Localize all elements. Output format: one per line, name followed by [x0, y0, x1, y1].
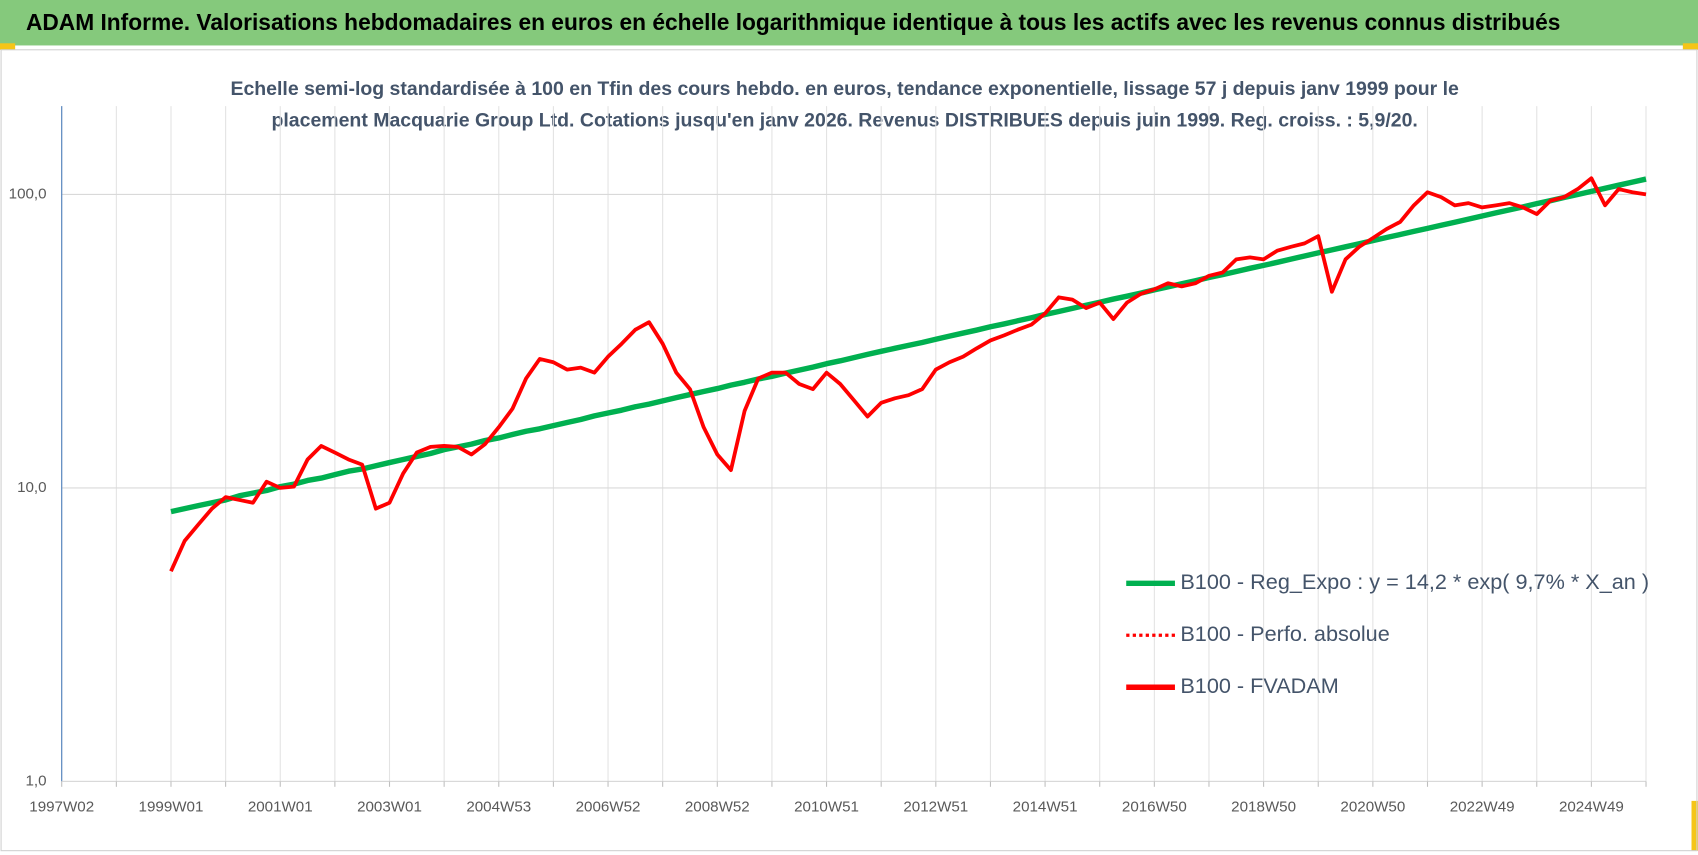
x-tick-label: 2014W51	[1013, 798, 1078, 815]
x-tick-label: 2022W49	[1450, 798, 1515, 815]
x-tick-label: 2012W51	[903, 798, 968, 815]
page-title: ADAM Informe. Valorisations hebdomadaire…	[26, 9, 1560, 35]
corner	[0, 43, 16, 50]
corner	[1682, 43, 1698, 50]
x-tick-label: 1999W01	[139, 798, 204, 815]
chart-subtitle: placement Macquarie Group Ltd. Cotations…	[271, 109, 1417, 131]
legend-label: B100 - Perfo. absolue	[1180, 621, 1389, 646]
x-tick-label: 1997W02	[29, 798, 94, 815]
x-tick-label: 2003W01	[357, 798, 422, 815]
x-tick-label: 2018W50	[1231, 798, 1296, 815]
chart-frame	[0, 49, 1698, 852]
x-tick-label: 2016W50	[1122, 798, 1187, 815]
legend-label: B100 - Reg_Expo : y = 14,2 * exp( 9,7% *…	[1180, 569, 1649, 594]
y-tick-label: 10,0	[17, 479, 46, 496]
x-tick-label: 2024W49	[1559, 798, 1624, 815]
y-tick-label: 1,0	[25, 772, 46, 789]
title-bar	[0, 0, 1698, 46]
legend-label: B100 - FVADAM	[1180, 673, 1338, 698]
y-tick-label: 100,0	[9, 185, 47, 202]
series-line	[169, 176, 1647, 573]
x-tick-label: 2006W52	[576, 798, 641, 815]
corner	[1691, 800, 1698, 851]
x-tick-label: 2008W52	[685, 798, 750, 815]
x-tick-label: 2020W50	[1340, 798, 1405, 815]
series-line	[170, 176, 1647, 515]
chart-title: Echelle semi-log standardisée à 100 en T…	[230, 78, 1459, 100]
x-tick-label: 2010W51	[794, 798, 859, 815]
x-tick-label: 2004W53	[466, 798, 531, 815]
x-tick-label: 2001W01	[248, 798, 313, 815]
